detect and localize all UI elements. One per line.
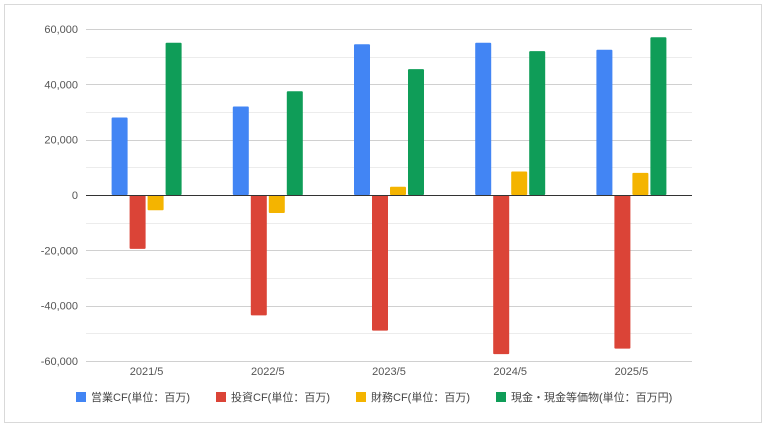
legend-label: 現金・現金等価物(単位：百万円) [511,390,672,404]
bar-2-2024-5 [493,195,510,355]
bar-2-2021-5 [129,195,146,249]
y-tick-label: -20,000 [41,245,78,257]
legend-label: 財務CF(単位：百万) [371,390,470,404]
bar-3-2021-5 [147,195,164,211]
bar-2-2025-5 [614,195,631,349]
bar-3-2025-5 [632,172,649,195]
y-tick-label: 60,000 [44,24,78,36]
bar-3-2023-5 [390,186,406,195]
bar-3-2024-5 [511,171,528,195]
legend-swatch [216,392,226,402]
legend-swatch [356,392,366,402]
legend-swatch [496,392,506,402]
x-tick-label: 2025/5 [615,366,649,378]
bar-marks [111,37,667,355]
bar-2-2023-5 [372,195,388,331]
bar-4-2023-5 [408,69,424,195]
x-axis-ticks: 2021/5 2022/5 2023/5 2024/5 2025/5 [130,366,648,378]
bar-1-2022-5 [232,106,249,195]
bar-1-2024-5 [475,42,492,195]
legend: 営業CF(単位：百万) 投資CF(単位：百万) 財務CF(単位：百万) 現金・現金等価… [76,390,672,404]
bar-4-2021-5 [165,42,182,195]
y-tick-label: 0 [72,190,78,202]
bar-2-2022-5 [250,195,267,316]
y-tick-label: 20,000 [44,135,78,147]
legend-label: 投資CF(単位：百万) [231,390,330,404]
bar-3-2022-5 [268,195,285,213]
bar-4-2024-5 [529,51,546,195]
x-tick-label: 2024/5 [493,366,527,378]
x-tick-label: 2022/5 [251,366,285,378]
legend-label: 営業CF(単位：百万) [91,390,190,404]
bar-4-2025-5 [650,37,667,195]
y-tick-label: 40,000 [44,79,78,91]
bar-1-2023-5 [354,44,370,196]
y-axis-ticks: 60,000 40,000 20,000 0 -20,000 -40,000 -60,000 [41,24,78,368]
bar-1-2021-5 [111,117,128,195]
y-tick-label: -60,000 [41,356,78,368]
x-tick-label: 2023/5 [372,366,406,378]
legend-swatch [76,392,86,402]
y-tick-label: -40,000 [41,301,78,313]
bar-4-2022-5 [286,91,303,196]
bar-1-2025-5 [596,49,613,196]
x-tick-label: 2021/5 [130,366,164,378]
